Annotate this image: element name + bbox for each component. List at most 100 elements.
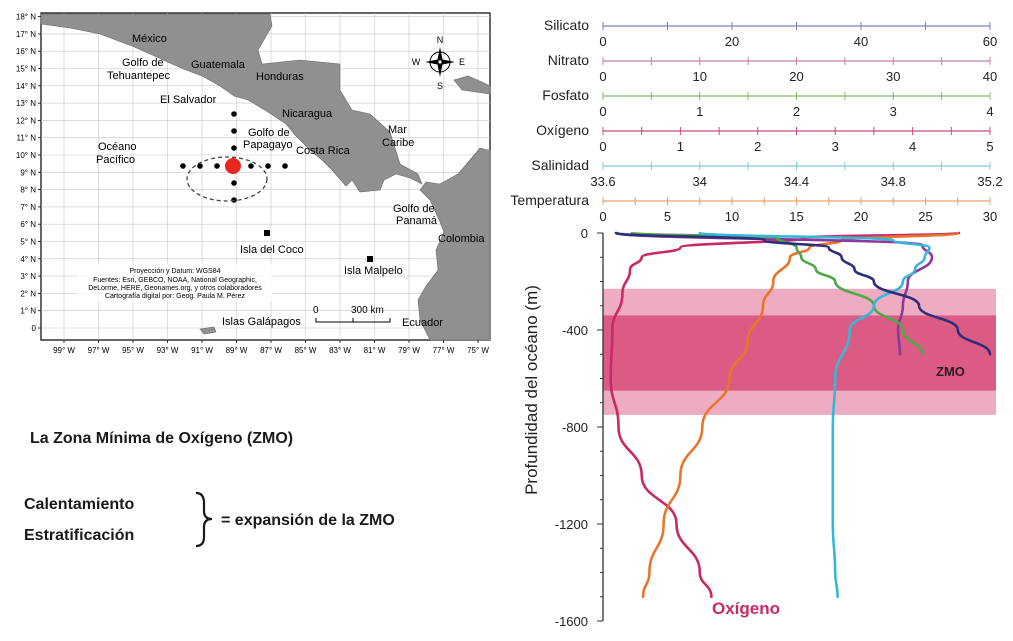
- axis-tick-label-temperatura: 5: [664, 209, 671, 224]
- label-el-salvador: El Salvador: [160, 94, 217, 106]
- axis-tick-label-oxígeno: 5: [986, 139, 993, 154]
- credit-line-2: Fuentes: Esri, GEBCO, NOAA, National Geo…: [93, 277, 257, 284]
- axis-name-oxígeno: Oxígeno: [536, 122, 589, 138]
- zmo-caption: La Zona Mínima de Oxígeno (ZMO) Calentam…: [24, 430, 395, 548]
- zmo-bands: [603, 288, 996, 415]
- label-honduras: Honduras: [256, 71, 304, 83]
- compass-s: S: [437, 81, 443, 91]
- map-lon-label: 83° W: [329, 346, 351, 355]
- stations: [180, 111, 373, 262]
- axis-tick-label-silicato: 0: [599, 34, 606, 49]
- series-line-silicato: [614, 231, 992, 356]
- series-line-fosfato: [630, 231, 924, 356]
- axis-tick-label-salinidad: 35.2: [977, 174, 1002, 189]
- axis-tick-label-oxígeno: 2: [754, 139, 761, 154]
- map-lat-label: 0: [32, 324, 37, 333]
- station-point: [180, 163, 186, 169]
- label-isla-coco: Isla del Coco: [240, 244, 304, 256]
- axis-tick-label-nitrato: 0: [599, 69, 606, 84]
- map-lat-label: 14° N: [16, 82, 36, 91]
- map-lon-label: 93° W: [157, 346, 179, 355]
- label-golfo-panama-1: Golfo de: [393, 203, 435, 215]
- axis-tick-label-oxígeno: 0: [599, 139, 606, 154]
- land-mexico-central-america: [40, 13, 423, 193]
- map-lon-label: 75° W: [467, 346, 489, 355]
- map-credits: Proyección y Datum: WGS84 Fuentes: Esri,…: [77, 264, 273, 302]
- map-lat-label: 15° N: [16, 65, 36, 74]
- scale-distance: 300 km: [351, 305, 384, 316]
- label-golfo-papagayo-1: Golfo de: [248, 127, 290, 139]
- y-axis-title: Profundidad del océano (m): [522, 285, 541, 495]
- station-point: [231, 197, 237, 203]
- map-lat-label: 9° N: [20, 168, 36, 177]
- map-lat-label: 7° N: [20, 203, 36, 212]
- axis-name-silicato: Silicato: [544, 17, 589, 33]
- axis-tick-label-temperatura: 0: [599, 209, 606, 224]
- axis-tick-label-nitrato: 30: [886, 69, 900, 84]
- axis-tick-label-salinidad: 34.8: [881, 174, 906, 189]
- map-lon-label: 77° W: [433, 346, 455, 355]
- zmo-equation: = expansión de la ZMO: [221, 512, 395, 529]
- axis-tick-label-temperatura: 10: [725, 209, 739, 224]
- label-colombia: Colombia: [438, 233, 485, 245]
- axis-tick-label-fosfato: 3: [890, 104, 897, 119]
- factor-stratification: Estratificación: [24, 527, 134, 544]
- map-lat-label: 16° N: [16, 47, 36, 56]
- credit-line-4: Cartografía digital por: Geog. Paula M. …: [105, 293, 246, 300]
- map-lat-label: 13° N: [16, 99, 36, 108]
- factor-warming: Calentamiento: [24, 496, 134, 513]
- label-nicaragua: Nicaragua: [282, 108, 333, 120]
- station-point: [231, 111, 237, 117]
- land-colombia-ecuador: [417, 147, 491, 341]
- map-lon-label: 85° W: [295, 346, 317, 355]
- label-guatemala: Guatemala: [191, 59, 246, 71]
- study-area-ellipse: [186, 156, 268, 202]
- map-lat-label: 2° N: [20, 289, 36, 298]
- map-lon-label: 99° W: [53, 346, 75, 355]
- map-lat-label: 17° N: [16, 30, 36, 39]
- map-lon-label: 95° W: [122, 346, 144, 355]
- axis-tick-label-oxígeno: 1: [677, 139, 684, 154]
- axis-tick-label-silicato: 40: [854, 34, 868, 49]
- label-isla-malpelo: Isla Malpelo: [344, 265, 403, 277]
- map-lon-label: 87° W: [260, 346, 282, 355]
- map-lon-label: 89° W: [226, 346, 248, 355]
- series-line-oxígeno: [609, 231, 961, 599]
- axis-tick-label-fosfato: 4: [986, 104, 993, 119]
- land-galapagos: [199, 326, 217, 335]
- station-point: [197, 163, 203, 169]
- axis-tick-label-fosfato: 2: [793, 104, 800, 119]
- station-point: [231, 180, 237, 186]
- axis-tick-label-temperatura: 25: [918, 209, 932, 224]
- map-panel: 0 1° N 2° N 3° N 4° N 5° N 6° N 7° N 8° N 9° N 10°…: [16, 12, 491, 355]
- y-tick-label: -800: [562, 420, 588, 435]
- y-tick-label: 0: [581, 226, 588, 241]
- station-point: [248, 163, 254, 169]
- scale-zero: 0: [313, 305, 319, 316]
- label-oceano-1: Océano: [98, 141, 137, 153]
- map-lat-label: 10° N: [16, 151, 36, 160]
- axis-tick-label-nitrato: 40: [983, 69, 997, 84]
- axis-tick-label-salinidad: 34: [693, 174, 707, 189]
- label-golfo-papagayo-2: Papagayo: [243, 139, 293, 151]
- map-lat-label: 11° N: [16, 134, 36, 143]
- label-golfo-tehuantepec-1: Golfo de: [122, 57, 164, 69]
- land-caribbean-island: [453, 75, 491, 95]
- y-tick-label: -1200: [555, 517, 588, 532]
- axis-tick-label-oxígeno: 4: [909, 139, 916, 154]
- axis-name-nitrato: Nitrato: [548, 52, 589, 68]
- series-lines: [609, 231, 992, 599]
- map-lat-label: 4° N: [20, 255, 36, 264]
- axis-tick-label-nitrato: 10: [693, 69, 707, 84]
- credit-line-3: DeLorme, HERE, Geonames.org, y otros col…: [88, 285, 262, 292]
- compass-rose-icon: N S E W: [412, 35, 465, 91]
- label-oceano-2: Pacífico: [96, 154, 135, 166]
- compass-w: W: [412, 57, 421, 67]
- map-lon-label: 79° W: [398, 346, 420, 355]
- zmo-label: ZMO: [936, 364, 965, 379]
- y-tick-label: -400: [562, 323, 588, 338]
- series-line-temperatura: [641, 231, 960, 599]
